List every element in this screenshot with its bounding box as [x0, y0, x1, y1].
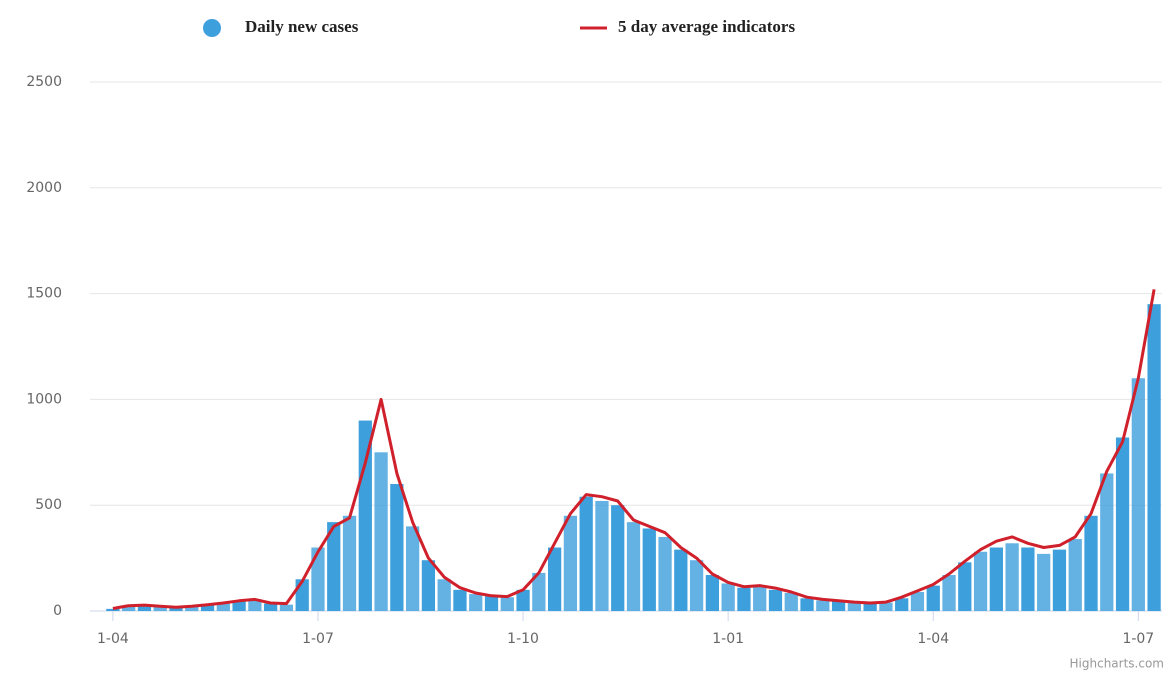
bar [547, 547, 562, 611]
bar [153, 606, 167, 611]
bar [311, 547, 325, 611]
bar [879, 602, 893, 611]
bar [674, 549, 688, 611]
bar [390, 484, 404, 611]
bar [705, 575, 720, 611]
bar [1052, 549, 1067, 611]
bar [122, 605, 136, 611]
bar [753, 586, 767, 611]
x-tick-label: 1-04 [917, 631, 949, 647]
bar [500, 597, 514, 611]
x-tick-label: 1-07 [1122, 631, 1154, 647]
bar [137, 605, 152, 611]
bar [895, 598, 909, 611]
y-tick-label: 1500 [26, 286, 62, 302]
bar [279, 604, 294, 611]
credits[interactable]: Highcharts.com [1070, 657, 1164, 671]
x-tick-label: 1-04 [97, 631, 129, 647]
bar [642, 528, 656, 611]
bar [611, 505, 625, 611]
bar [295, 579, 309, 611]
bar [437, 579, 451, 611]
bar [626, 522, 641, 611]
bar [169, 607, 183, 611]
bar [863, 603, 877, 611]
bar [327, 522, 341, 611]
bar [1131, 378, 1145, 611]
bar [421, 560, 436, 611]
bar [185, 606, 199, 611]
y-tick-label: 2000 [26, 180, 62, 196]
bar [1005, 543, 1019, 611]
bar [1084, 515, 1098, 611]
bar [1037, 553, 1051, 611]
y-tick-label: 500 [35, 497, 62, 513]
bar [469, 594, 483, 611]
x-tick-label: 1-07 [302, 631, 334, 647]
bar [579, 496, 593, 611]
bar [721, 583, 735, 611]
bar [532, 572, 546, 611]
bar [958, 562, 972, 611]
bar [264, 603, 278, 611]
bar [1147, 304, 1161, 611]
y-tick-label: 1000 [26, 391, 62, 407]
bar [784, 593, 798, 611]
bar [106, 608, 120, 611]
bar [658, 536, 672, 611]
y-tick-label: 2500 [26, 74, 62, 90]
bar [816, 600, 830, 611]
bar [484, 596, 499, 611]
bar [737, 587, 751, 611]
bar [973, 551, 988, 611]
legend-label[interactable]: Daily new cases [245, 17, 359, 36]
bar [406, 526, 420, 611]
bar [926, 585, 940, 611]
bar [216, 603, 230, 611]
bar [1021, 547, 1035, 611]
bar [1115, 437, 1130, 611]
legend-marker [203, 19, 221, 37]
bar [910, 591, 925, 611]
bar [358, 420, 372, 611]
bar [800, 598, 814, 611]
bar [1100, 473, 1114, 611]
bar [563, 515, 578, 611]
x-tick-label: 1-01 [712, 631, 744, 647]
bar [689, 560, 704, 611]
bar [1068, 539, 1082, 611]
bar [374, 452, 388, 611]
bar [942, 575, 956, 611]
y-tick-label: 0 [53, 603, 62, 619]
bar [200, 604, 215, 611]
bar [453, 589, 467, 611]
bar [248, 599, 262, 611]
line [112, 289, 1156, 610]
bar [595, 500, 609, 611]
bar [847, 602, 861, 611]
bar [232, 601, 246, 611]
x-tick-label: 1-10 [507, 631, 539, 647]
bar [516, 589, 530, 611]
bar [768, 589, 783, 611]
bar [342, 515, 357, 611]
legend-label[interactable]: 5 day average indicators [618, 17, 795, 36]
bar [831, 601, 846, 611]
bar [989, 547, 1003, 611]
